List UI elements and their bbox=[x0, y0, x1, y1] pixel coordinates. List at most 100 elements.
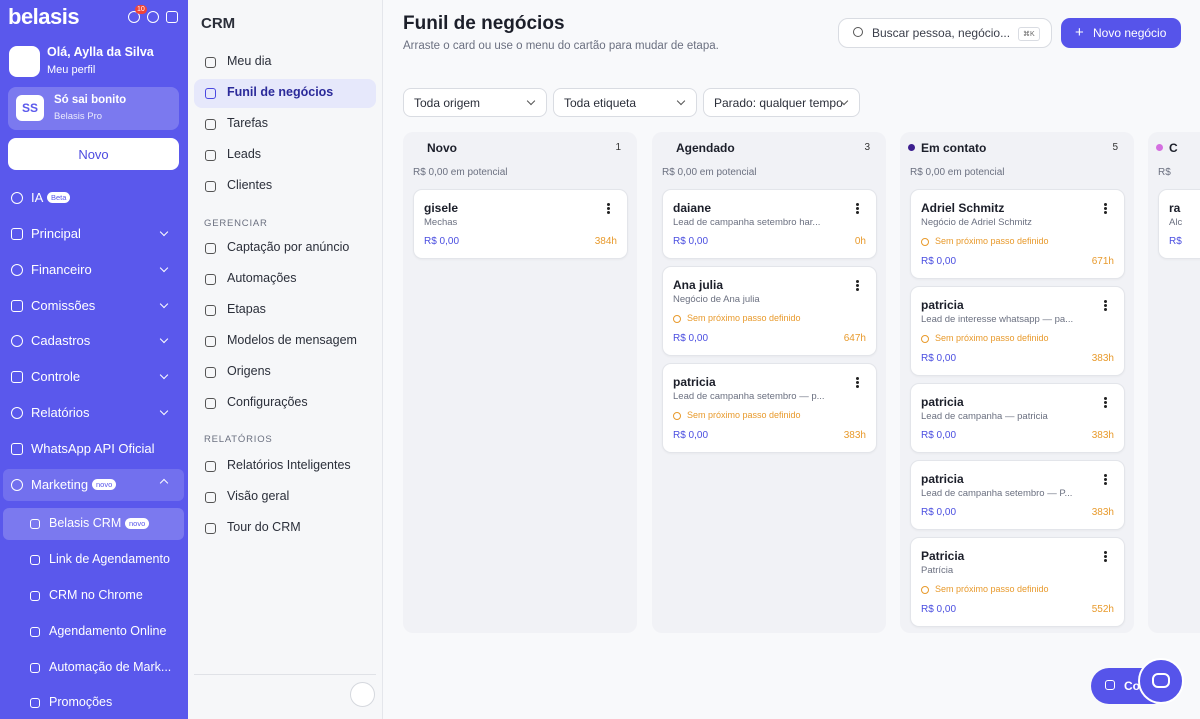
deal-card[interactable]: patricia Lead de campanha setembro — P...… bbox=[910, 460, 1125, 530]
card-menu[interactable] bbox=[1104, 551, 1108, 563]
collapse-button[interactable] bbox=[350, 682, 375, 707]
nav-subitem[interactable]: Link de Agendamento bbox=[49, 552, 170, 566]
deal-card[interactable]: patricia Lead de campanha — patricia R$ 0,… bbox=[910, 383, 1125, 453]
card-menu[interactable] bbox=[1104, 474, 1108, 486]
dot bbox=[856, 377, 859, 380]
icon bbox=[205, 119, 216, 130]
menu-item[interactable]: Clientes bbox=[227, 178, 273, 192]
nav-item[interactable]: Marketing bbox=[31, 477, 89, 492]
deal-card[interactable]: Adriel Schmitz Negócio de Adriel Schmitz S… bbox=[910, 189, 1125, 279]
nav-item[interactable]: Cadastros bbox=[31, 333, 91, 348]
dot bbox=[1104, 405, 1107, 408]
card-time: 671h bbox=[1091, 256, 1114, 267]
nav-item[interactable]: Principal bbox=[31, 226, 81, 241]
card-time: 552h bbox=[1091, 604, 1114, 615]
nav-subitem[interactable]: Automação de Mark... bbox=[49, 660, 172, 674]
menu-item[interactable]: Etapas bbox=[227, 302, 266, 316]
icon bbox=[853, 27, 863, 37]
menu-item[interactable]: Captação por anúncio bbox=[227, 240, 350, 254]
card-menu[interactable] bbox=[1104, 397, 1108, 409]
nav-item[interactable]: WhatsApp API Oficial bbox=[31, 441, 155, 456]
icon bbox=[205, 57, 216, 68]
icon bbox=[128, 11, 140, 23]
menu-item[interactable]: Tarefas bbox=[227, 116, 268, 130]
nav-subitem[interactable]: Belasis CRM bbox=[49, 516, 122, 530]
pipeline-column: Agendado 3 R$ 0,00 em potencial daiane Lead … bbox=[652, 132, 886, 633]
profile-link[interactable]: Meu perfil bbox=[47, 64, 96, 76]
active-row bbox=[194, 79, 376, 108]
nav-subitem[interactable]: CRM no Chrome bbox=[49, 588, 143, 602]
icon bbox=[205, 274, 216, 285]
deal-card[interactable]: ra Alc R$ bbox=[1158, 189, 1200, 259]
search-placeholder: Buscar pessoa, negócio... bbox=[872, 26, 1011, 40]
card-subtitle: Lead de campanha setembro — P... bbox=[921, 488, 1073, 499]
icon bbox=[147, 11, 159, 23]
menu-item[interactable]: Modelos de mensagem bbox=[227, 333, 357, 347]
deal-card[interactable]: gisele Mechas R$ 0,00 384h bbox=[413, 189, 628, 259]
icon bbox=[205, 150, 216, 161]
menu-item[interactable]: Configurações bbox=[227, 395, 308, 409]
icon bbox=[30, 663, 40, 673]
deal-card[interactable]: Patricia Patrícia Sem próximo passo defini… bbox=[910, 537, 1125, 627]
search-box[interactable]: Buscar pessoa, negócio... ⌘K bbox=[838, 18, 1052, 48]
nav-item[interactable]: Comissões bbox=[31, 298, 96, 313]
plus-icon: + bbox=[1075, 24, 1084, 41]
nav-item[interactable]: Controle bbox=[31, 369, 81, 384]
column-count: 5 bbox=[1112, 142, 1118, 153]
card-subtitle: Negócio de Ana julia bbox=[673, 294, 760, 305]
icon bbox=[921, 586, 929, 594]
menu-item[interactable]: Tour do CRM bbox=[227, 520, 301, 534]
card-subtitle: Lead de campanha setembro — p... bbox=[673, 391, 825, 402]
nav-item[interactable]: IA bbox=[31, 190, 44, 205]
badge: novo bbox=[92, 479, 117, 490]
nav-subitem[interactable]: Promoções bbox=[49, 695, 113, 709]
card-menu[interactable] bbox=[856, 280, 860, 292]
icon bbox=[11, 264, 23, 276]
section-title: GERENCIAR bbox=[204, 218, 268, 229]
menu-item[interactable]: Automações bbox=[227, 271, 297, 285]
deal-card[interactable]: patricia Lead de campanha setembro — p...… bbox=[662, 363, 877, 453]
card-menu[interactable] bbox=[856, 377, 860, 389]
nav-item[interactable]: Relatórios bbox=[31, 405, 90, 420]
dot bbox=[1104, 308, 1107, 311]
card-warning: Sem próximo passo definido bbox=[687, 410, 801, 420]
chevron bbox=[159, 370, 169, 380]
card-menu[interactable] bbox=[1104, 300, 1108, 312]
dot bbox=[1104, 401, 1107, 404]
menu-item[interactable]: Funil de negócios bbox=[227, 85, 334, 99]
dot bbox=[607, 211, 610, 214]
menu-item[interactable]: Relatórios Inteligentes bbox=[227, 458, 351, 472]
deal-card[interactable]: Ana julia Negócio de Ana julia Sem próximo… bbox=[662, 266, 877, 356]
menu-item[interactable]: Meu dia bbox=[227, 54, 272, 68]
chevron bbox=[159, 299, 169, 309]
deal-card[interactable]: patricia Lead de interesse whatsapp — pa.… bbox=[910, 286, 1125, 376]
icon bbox=[205, 305, 216, 316]
menu-item[interactable]: Leads bbox=[227, 147, 262, 161]
card-menu[interactable] bbox=[856, 203, 860, 215]
card-menu[interactable] bbox=[1104, 203, 1108, 215]
card-value: R$ 0,00 bbox=[921, 353, 957, 364]
icon bbox=[205, 336, 216, 347]
icon bbox=[11, 335, 23, 347]
card-menu[interactable] bbox=[607, 203, 611, 215]
nav-item[interactable]: Financeiro bbox=[31, 262, 92, 277]
menu-item[interactable]: Visão geral bbox=[227, 489, 290, 503]
dot bbox=[607, 203, 610, 206]
column-name: Novo bbox=[427, 141, 457, 155]
new-button[interactable]: Novo bbox=[8, 138, 179, 170]
filter-dropdown[interactable]: Toda etiqueta bbox=[553, 88, 697, 117]
deal-card[interactable]: daiane Lead de campanha setembro har... R$… bbox=[662, 189, 877, 259]
new-deal-button[interactable]: Novo negócio + bbox=[1061, 18, 1181, 48]
chevron bbox=[159, 406, 169, 416]
menu-item[interactable]: Origens bbox=[227, 364, 271, 378]
filter-label: Toda etiqueta bbox=[564, 96, 637, 110]
chat-button[interactable] bbox=[1138, 658, 1184, 704]
account-box[interactable]: SS Só sai bonito Belasis Pro bbox=[8, 87, 179, 130]
nav-subitem[interactable]: Agendamento Online bbox=[49, 624, 167, 638]
column-count: 1 bbox=[615, 142, 621, 153]
column-count: 3 bbox=[864, 142, 870, 153]
filter-dropdown[interactable]: Toda origem bbox=[403, 88, 547, 117]
greeting: Olá, Aylla da Silva bbox=[47, 45, 154, 59]
filter-dropdown[interactable]: Parado: qualquer tempo bbox=[703, 88, 860, 117]
icon bbox=[11, 479, 23, 491]
